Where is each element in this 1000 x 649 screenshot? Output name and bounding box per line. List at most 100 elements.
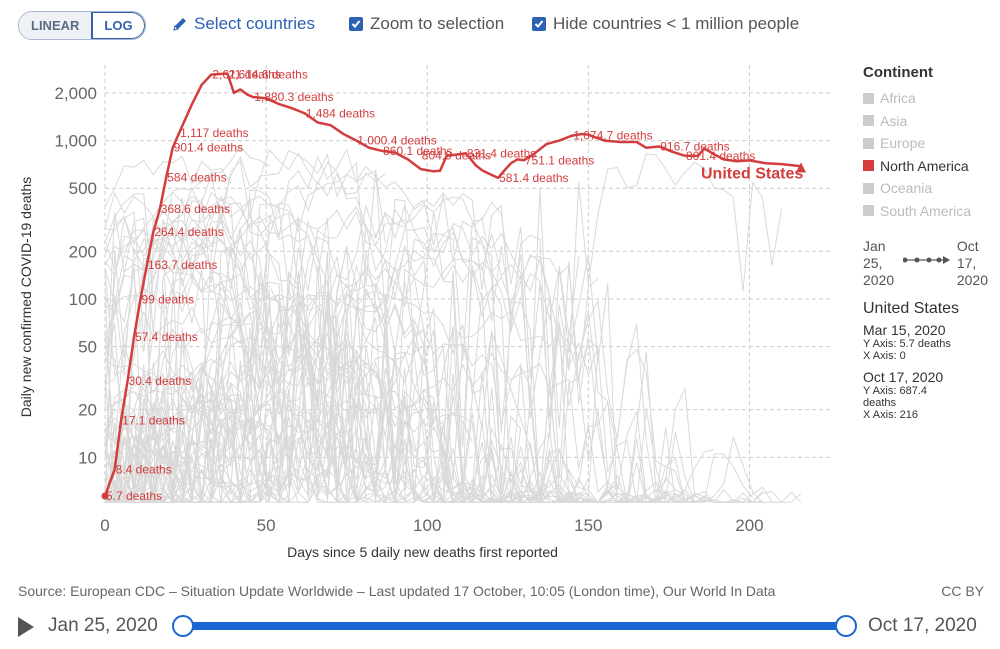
- background-series-line: [104, 149, 405, 409]
- date-range-start-month: Jan: [863, 238, 886, 254]
- background-series-line: [104, 153, 783, 503]
- y-tick-label: 500: [69, 179, 97, 198]
- background-series-line: [104, 172, 386, 504]
- footer: Source: European CDC – Situation Update …: [18, 583, 984, 599]
- legend-swatch: [863, 205, 874, 217]
- background-series-line: [104, 186, 425, 486]
- background-series-line: [104, 192, 580, 503]
- select-countries-button[interactable]: Select countries: [172, 14, 315, 34]
- tooltip-point2-y-unit: deaths: [863, 397, 897, 409]
- legend-item-europe[interactable]: Europe: [863, 132, 998, 155]
- data-label: 801.4 deaths: [686, 149, 755, 163]
- data-label: 163.7 deaths: [148, 258, 217, 272]
- license-link[interactable]: CC BY: [941, 583, 984, 599]
- background-series-line: [104, 449, 290, 505]
- timeline-end-handle[interactable]: [835, 615, 857, 637]
- background-series-line: [104, 400, 280, 470]
- data-label: 831.4 deaths: [467, 146, 536, 160]
- data-label: 581.4 deaths: [499, 171, 568, 185]
- date-range-start-year: 2020: [863, 272, 895, 288]
- data-label: 804.9 deaths: [422, 148, 491, 162]
- tooltip-point2-date: Oct 17, 2020: [863, 369, 944, 385]
- legend-swatch: [863, 160, 874, 172]
- background-series-line: [104, 307, 579, 505]
- timeline-track[interactable]: [182, 622, 846, 630]
- background-series-line: [104, 356, 357, 499]
- background-series-line: [105, 390, 705, 504]
- data-label: 57.4 deaths: [135, 330, 198, 344]
- background-series-line: [104, 209, 676, 504]
- linear-scale-button[interactable]: LINEAR: [19, 12, 92, 39]
- series-tooltip: United States Mar 15, 2020 Y Axis: 5.7 d…: [863, 300, 998, 421]
- legend-item-label: North America: [880, 157, 969, 174]
- x-tick-label: 150: [574, 516, 602, 535]
- background-series-line: [104, 283, 589, 503]
- timeline-end-label: Oct 17, 2020: [868, 615, 977, 636]
- legend-item-label: Asia: [880, 112, 908, 129]
- background-series-line: [104, 293, 782, 505]
- background-series-line: [104, 149, 493, 503]
- date-range-end: Oct 17, 2020: [957, 238, 988, 289]
- y-tick-label: 100: [69, 290, 97, 309]
- background-series-line: [104, 392, 473, 504]
- zoom-to-selection-checkbox[interactable]: Zoom to selection: [349, 14, 504, 34]
- legend-swatch: [863, 115, 874, 127]
- hide-small-countries-label: Hide countries < 1 million people: [553, 14, 800, 33]
- data-label: 2,611 deaths: [212, 68, 281, 82]
- background-series-line: [104, 226, 763, 504]
- tooltip-point2-y: Y Axis: 687.4: [863, 385, 928, 397]
- legend-item-south-america[interactable]: South America: [863, 200, 998, 223]
- data-label: 30.4 deaths: [129, 374, 192, 388]
- legend-title: Continent: [863, 64, 933, 81]
- date-range-end-month: Oct: [956, 238, 979, 254]
- background-series-line: [104, 202, 522, 504]
- play-icon[interactable]: [18, 617, 34, 637]
- legend-item-africa[interactable]: Africa: [863, 87, 998, 110]
- legend-item-label: Europe: [880, 135, 926, 152]
- data-label: 2,614.6 deaths: [228, 67, 307, 81]
- toolbar: LINEAR LOG Select countries Zoom to sele…: [0, 0, 1000, 50]
- data-label: 1,000.4 deaths: [357, 134, 436, 148]
- background-series-line: [104, 230, 270, 353]
- background-series-line: [104, 216, 551, 504]
- legend-item-asia[interactable]: Asia: [863, 110, 998, 133]
- background-series-line: [104, 413, 599, 504]
- background-series-line: [104, 215, 560, 504]
- data-label: 264.4 deaths: [154, 225, 223, 239]
- legend-item-north-america[interactable]: North America: [863, 155, 998, 178]
- y-tick-label: 1,000: [54, 132, 97, 151]
- background-series-line: [104, 250, 696, 503]
- background-series-line: [104, 229, 348, 500]
- data-label: 751.1 deaths: [525, 153, 594, 167]
- log-scale-button[interactable]: LOG: [91, 12, 145, 39]
- y-tick-label: 200: [69, 242, 97, 261]
- series-point-end: [796, 162, 806, 173]
- y-tick-label: 20: [78, 401, 97, 420]
- timeline-start-label: Jan 25, 2020: [48, 615, 158, 636]
- background-series-group: [104, 145, 802, 505]
- date-range-end-day: 17,: [956, 255, 977, 271]
- pencil-icon: [173, 18, 186, 31]
- date-range-start: Jan 25, 2020: [863, 238, 894, 289]
- tooltip-country: United States: [863, 300, 960, 317]
- background-series-line: [104, 348, 396, 504]
- y-tick-label: 50: [78, 338, 97, 357]
- x-tick-label: 200: [735, 516, 763, 535]
- data-label: 8.4 deaths: [116, 462, 172, 476]
- background-series-line: [104, 352, 715, 503]
- legend-item-oceania[interactable]: Oceania: [863, 177, 998, 200]
- tooltip-point2-x: X Axis: 216: [863, 409, 919, 421]
- series-line-united-states: [103, 72, 802, 497]
- x-tick-label: 0: [100, 516, 109, 535]
- legend-swatch: [863, 182, 874, 194]
- legend-item-label: South America: [880, 202, 972, 219]
- select-countries-label: Select countries: [194, 14, 315, 33]
- background-series-line: [104, 330, 560, 503]
- timeline-start-handle[interactable]: [172, 615, 194, 637]
- x-tick-label: 50: [257, 516, 276, 535]
- hide-small-countries-checkbox[interactable]: Hide countries < 1 million people: [532, 14, 799, 34]
- data-label: 916.7 deaths: [660, 140, 729, 154]
- data-label: 1,484 deaths: [306, 106, 375, 120]
- data-label: 1,074.7 deaths: [573, 129, 652, 143]
- legend-swatch: [863, 137, 874, 149]
